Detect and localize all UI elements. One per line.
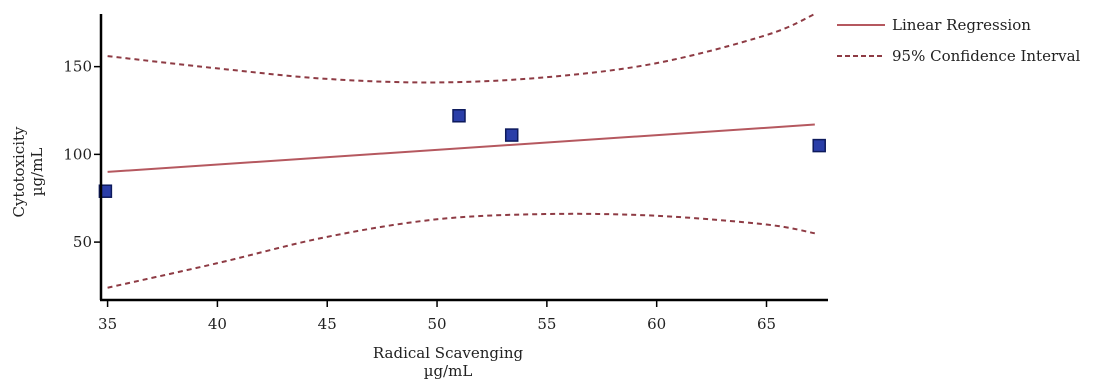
y-axis-unit: µg/mL (28, 148, 46, 197)
y-ticks: 50 100 150 (63, 58, 101, 251)
x-ticks: 35 40 45 50 55 60 65 (98, 300, 776, 333)
x-axis-unit: µg/mL (424, 362, 473, 380)
x-tick-label: 55 (537, 315, 556, 333)
data-point (504, 128, 519, 142)
x-tick-label: 50 (427, 315, 446, 333)
x-tick-label: 60 (647, 315, 666, 333)
data-point (98, 184, 113, 198)
y-tick-label: 150 (63, 58, 92, 76)
regression-line (107, 123, 815, 173)
x-axis-label: Radical Scavenging (373, 344, 524, 362)
x-tick-label: 45 (318, 315, 337, 333)
x-tick-label: 40 (208, 315, 227, 333)
data-points (98, 109, 826, 198)
y-tick-label: 100 (63, 145, 92, 163)
legend: Linear Regression 95% Confidence Interva… (837, 16, 1081, 65)
plot-lines (107, 13, 816, 289)
y-tick-label: 50 (73, 233, 92, 251)
y-axis-label: Cytotoxicity (10, 126, 28, 218)
data-point (452, 109, 466, 123)
x-tick-label: 35 (98, 315, 117, 333)
confidence-band-upper (107, 13, 816, 84)
x-tick-label: 65 (757, 315, 776, 333)
legend-label-regression: Linear Regression (892, 16, 1031, 34)
confidence-band-lower (107, 212, 816, 289)
data-point (812, 138, 826, 153)
legend-label-confidence: 95% Confidence Interval (892, 47, 1081, 65)
